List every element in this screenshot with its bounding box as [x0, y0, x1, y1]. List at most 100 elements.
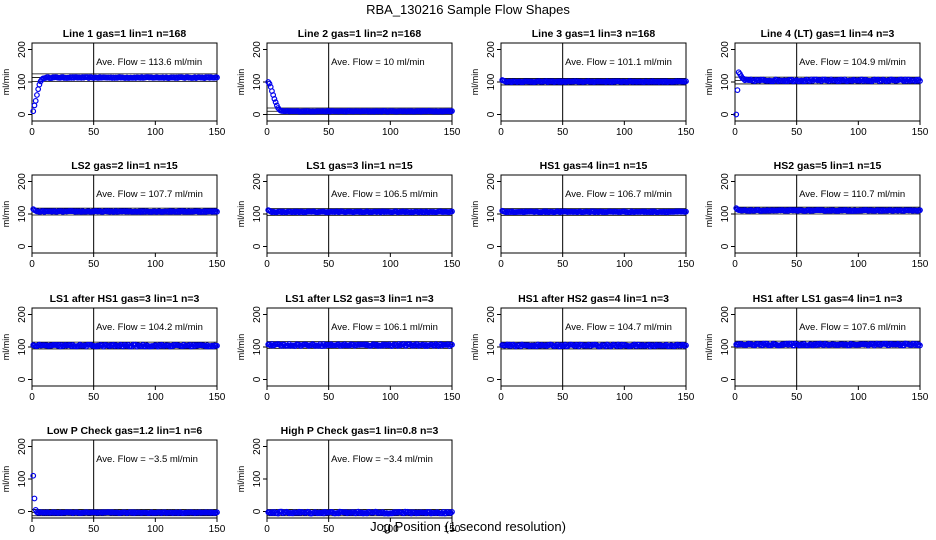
data-point — [449, 341, 455, 348]
data-point — [447, 510, 454, 516]
x-tick-label: 0 — [498, 392, 504, 403]
y-axis-label: ml/min — [236, 466, 246, 493]
y-axis-label: ml/min — [470, 69, 480, 96]
y-tick-label: 100 — [486, 338, 497, 355]
data-point — [897, 342, 904, 349]
data-point — [917, 78, 923, 84]
y-tick-label: 0 — [252, 111, 263, 117]
chart-panel-3: Line 3 gas=1 lin=3 n=168 ml/min 0 50 100 150 0… — [470, 28, 695, 138]
chart-panel-1: Line 1 gas=1 lin=1 n=168 ml/min 0 50 100 150 0… — [1, 28, 226, 138]
y-tick-label: 100 — [252, 338, 263, 355]
plot-frame — [31, 42, 218, 122]
y-tick-label: 0 — [252, 508, 263, 514]
y-tick-label: 200 — [17, 173, 28, 190]
data-point — [214, 208, 220, 215]
y-tick-label: 100 — [252, 73, 263, 90]
x-tick-label: 0 — [264, 524, 270, 535]
y-tick-label: 200 — [486, 41, 497, 58]
chart-panel-9: LS1 after HS1 gas=3 lin=1 n=3 ml/min 0 50 10… — [1, 293, 226, 403]
data-point — [214, 74, 220, 81]
y-axis-label: ml/min — [704, 69, 714, 96]
chart-panel-10: LS1 after LS2 gas=3 lin=1 n=3 ml/min 0 50 10… — [236, 293, 461, 403]
y-tick-label: 0 — [486, 243, 497, 249]
chart-panel-6: LS1 gas=3 lin=1 n=15 ml/min 0 50 100 150 0 100 2… — [236, 160, 461, 270]
average-flow-annotation: Ave. Flow = 106.5 ml/min — [331, 189, 438, 200]
x-tick-label: 50 — [323, 259, 335, 270]
y-tick-label: 200 — [17, 41, 28, 58]
x-tick-label: 100 — [147, 392, 164, 403]
x-tick-label: 50 — [791, 392, 803, 403]
chart-title: Line 3 gas=1 lin=3 n=168 — [532, 28, 656, 40]
y-tick-label: 200 — [252, 173, 263, 190]
x-tick-label: 0 — [29, 127, 35, 138]
y-tick-label: 0 — [720, 243, 731, 249]
chart-panel-2: Line 2 gas=1 lin=2 n=168 ml/min 0 50 100 150 0… — [236, 28, 461, 138]
y-tick-label: 100 — [486, 73, 497, 90]
page-title: RBA_130216 Sample Flow Shapes — [366, 2, 570, 17]
x-tick-label: 150 — [444, 259, 461, 270]
data-point — [214, 342, 220, 349]
chart-title: HS1 gas=4 lin=1 n=15 — [540, 160, 648, 172]
x-tick-label: 50 — [323, 127, 335, 138]
chart-panel-13: Low P Check gas=1.2 lin=1 n=6 ml/min 0 50 10… — [1, 425, 226, 535]
x-tick-label: 150 — [678, 392, 695, 403]
y-tick-label: 0 — [252, 243, 263, 249]
data-point — [31, 495, 38, 502]
data-point — [683, 208, 689, 215]
x-tick-label: 150 — [912, 127, 929, 138]
x-tick-label: 100 — [616, 127, 633, 138]
x-tick-label: 100 — [147, 259, 164, 270]
data-points — [30, 341, 220, 350]
data-points — [265, 79, 455, 115]
y-axis-label: ml/min — [236, 334, 246, 361]
data-point — [210, 343, 217, 350]
x-tick-label: 100 — [147, 524, 164, 535]
data-point — [917, 342, 923, 349]
data-points — [265, 508, 455, 517]
data-point — [272, 99, 279, 106]
data-point — [36, 81, 43, 88]
average-flow-annotation: Ave. Flow = 107.7 ml/min — [96, 189, 203, 200]
data-points — [30, 74, 220, 115]
data-point — [683, 78, 689, 85]
data-point — [30, 472, 37, 479]
x-tick-label: 100 — [616, 392, 633, 403]
x-tick-label: 150 — [912, 259, 929, 270]
y-tick-label: 200 — [720, 41, 731, 58]
data-points — [265, 341, 455, 349]
x-tick-label: 100 — [382, 392, 399, 403]
average-flow-annotation: Ave. Flow = 10 ml/min — [331, 57, 425, 68]
chart-title: High P Check gas=1 lin=0.8 n=3 — [281, 425, 439, 437]
y-tick-label: 0 — [17, 376, 28, 382]
chart-title: HS1 after LS1 gas=4 lin=1 n=3 — [753, 293, 903, 305]
x-tick-label: 100 — [850, 392, 867, 403]
x-tick-label: 100 — [850, 259, 867, 270]
y-axis-label: ml/min — [1, 466, 11, 493]
x-tick-label: 150 — [209, 524, 226, 535]
data-point — [110, 341, 117, 348]
chart-title: Low P Check gas=1.2 lin=1 n=6 — [47, 425, 202, 437]
y-tick-label: 200 — [252, 438, 263, 455]
average-flow-annotation: Ave. Flow = 107.6 ml/min — [799, 322, 906, 333]
y-tick-label: 0 — [252, 376, 263, 382]
y-tick-label: 0 — [17, 508, 28, 514]
data-point — [813, 76, 820, 83]
chart-panel-8: HS2 gas=5 lin=1 n=15 ml/min 0 50 100 150 0 100 2… — [704, 160, 929, 270]
x-tick-label: 0 — [732, 392, 738, 403]
data-point — [915, 76, 922, 83]
x-tick-label: 100 — [382, 127, 399, 138]
y-tick-label: 200 — [17, 306, 28, 323]
x-tick-label: 50 — [88, 127, 100, 138]
x-tick-label: 50 — [323, 392, 335, 403]
chart-title: Line 4 (LT) gas=1 lin=4 n=3 — [761, 28, 895, 40]
data-points — [499, 77, 689, 86]
data-point — [271, 95, 278, 102]
average-flow-annotation: Ave. Flow = 106.1 ml/min — [331, 322, 438, 333]
average-flow-annotation: Ave. Flow = 101.1 ml/min — [565, 57, 672, 68]
y-tick-label: 200 — [252, 41, 263, 58]
x-tick-label: 0 — [498, 259, 504, 270]
x-tick-label: 50 — [557, 259, 569, 270]
y-tick-label: 100 — [252, 205, 263, 222]
y-axis-label: ml/min — [704, 201, 714, 228]
